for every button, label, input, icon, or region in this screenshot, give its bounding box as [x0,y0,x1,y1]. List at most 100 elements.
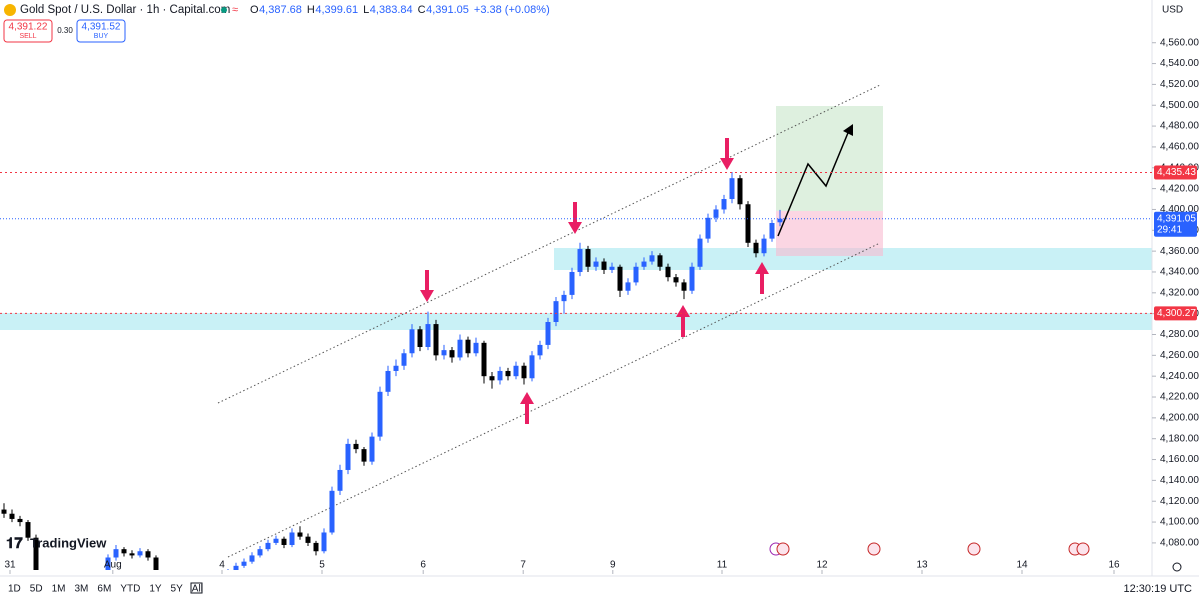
candle-body [513,365,519,377]
y-tick-label: 4,420.00 [1160,183,1199,194]
candle-body [777,218,783,223]
y-tick-label: 4,240.00 [1160,371,1199,382]
sell-button[interactable] [3,19,53,43]
ohlc-header: O 4,387.68 H 4,399.61 L 4,383.84 C 4,391.05 +3.3… [250,4,550,16]
ohlc-high-label: H [307,4,315,16]
ohlc-open: 4,387.68 [259,4,302,16]
range-button[interactable]: 1M [52,584,66,595]
forecast-path [777,127,851,237]
candle-body [569,271,575,295]
candle-body [593,261,599,267]
signal-arrows [420,138,769,424]
y-tick-label: 4,080.00 [1160,538,1199,549]
range-button[interactable]: All [192,584,203,595]
candle-body [25,522,31,538]
candle-body [449,350,455,358]
y-tick-label: 4,460.00 [1160,142,1199,153]
candle-body [649,255,655,262]
x-tick-label: 16 [1108,560,1120,571]
range-button[interactable]: 1Y [149,584,162,595]
candle-body [17,518,23,523]
candle-body [705,217,711,239]
y-tick-label: 4,180.00 [1160,433,1199,444]
candle-body [585,249,591,267]
range-button[interactable]: 1D [8,584,21,595]
date-range-icon[interactable] [190,582,203,594]
buy-button[interactable] [76,19,126,43]
candle-body [433,324,439,356]
candle-body [361,449,367,462]
candle-body [769,222,775,239]
y-tick-label: 4,100.00 [1160,517,1199,528]
candle-body [153,557,159,570]
y-tick-label: 4,160.00 [1160,454,1199,465]
candle-body [409,329,415,354]
y-tick-label: 4,120.00 [1160,496,1199,507]
candle-body [305,536,311,543]
event-icon[interactable] [776,542,790,556]
candle-body [441,350,447,356]
stop-box [776,211,883,256]
candle-body [113,549,119,558]
range-button[interactable]: 5Y [171,584,184,595]
candle-body [137,551,143,556]
candle-body [90,584,95,586]
plot [1,171,783,588]
candle-body [425,324,431,348]
sell-price: 4,391.22 [9,22,48,33]
range-button[interactable]: 3M [75,584,89,595]
candle-body [162,574,167,582]
event-icon[interactable] [867,542,881,556]
candle-body [633,266,639,283]
candle-body [121,549,127,554]
y-tick-label: 4,140.00 [1160,475,1199,486]
x-tick-label: 4 [219,560,225,571]
candle-body [665,266,671,278]
spread: 0.30 [57,26,73,35]
x-tick-label: 31 [4,560,16,571]
y-tick-label: 4,220.00 [1160,392,1199,403]
x-tick-label: Aug [104,560,122,571]
candle-body [265,542,271,550]
ohlc-high: 4,399.61 [315,4,358,16]
last-price-label: 4,391.05 [1157,213,1196,224]
candle-body [561,294,567,302]
candle-body [42,574,47,580]
candle-body [657,255,663,267]
ohlc-open-label: O [250,4,259,16]
x-tick-label: 12 [816,560,828,571]
candle-body [745,204,751,243]
event-icon[interactable] [967,542,981,556]
candle-body [313,542,319,552]
last-price-box [1154,211,1197,237]
candle-body [641,261,647,267]
range-button[interactable]: 6M [97,584,111,595]
target-box [776,106,883,211]
candle-body [761,238,767,254]
event-icon[interactable] [1076,542,1090,556]
candle-body [369,436,375,462]
symbol[interactable]: Gold Spot / U.S. Dollar · 1h · Capital.c… [20,4,230,16]
buy-label: BUY [94,33,109,40]
y-tick-label: 4,400.00 [1160,204,1199,215]
y-tick-label: 4,320.00 [1160,287,1199,298]
events [769,542,1090,556]
candle-body [345,443,351,470]
candle-body [601,261,607,270]
range-button[interactable]: 5D [30,584,43,595]
candle-body [529,355,535,379]
range-button[interactable]: YTD [120,584,140,595]
x-tick-label: 11 [717,560,728,571]
x-tick-label: 13 [916,560,928,571]
candle-body [321,532,327,552]
candle-body [289,532,295,545]
settings-icon[interactable] [1172,562,1182,572]
candle-body [297,532,303,537]
ohlc-change: +3.38 (+0.08%) [474,4,550,16]
candle-body [210,584,215,588]
candle-body [737,178,743,205]
candle-body [457,339,463,358]
candle-body [545,321,551,345]
candle-body [577,249,583,272]
